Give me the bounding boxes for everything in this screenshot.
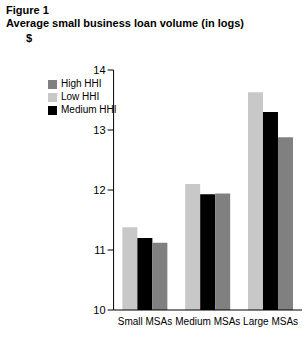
svg-text:12: 12 xyxy=(93,184,105,196)
svg-text:11: 11 xyxy=(94,244,105,256)
html-text:Average small business loan vo: Average small business loan volume (in l… xyxy=(6,17,244,29)
svg-text:13: 13 xyxy=(93,124,105,136)
html-text:Figure 1: Figure 1 xyxy=(6,4,49,16)
html-text:Medium HHI: Medium HHI xyxy=(61,104,117,115)
html-text:High HHI: High HHI xyxy=(61,78,102,89)
svg-text:14: 14 xyxy=(93,64,105,76)
svg-text:Large MSAs: Large MSAs xyxy=(243,316,298,327)
svg-text:Small MSAs: Small MSAs xyxy=(118,316,172,327)
svg-text:Medium MSAs: Medium MSAs xyxy=(175,316,240,327)
html-text:Low HHI: Low HHI xyxy=(61,91,100,102)
svg-text:10: 10 xyxy=(93,304,105,316)
